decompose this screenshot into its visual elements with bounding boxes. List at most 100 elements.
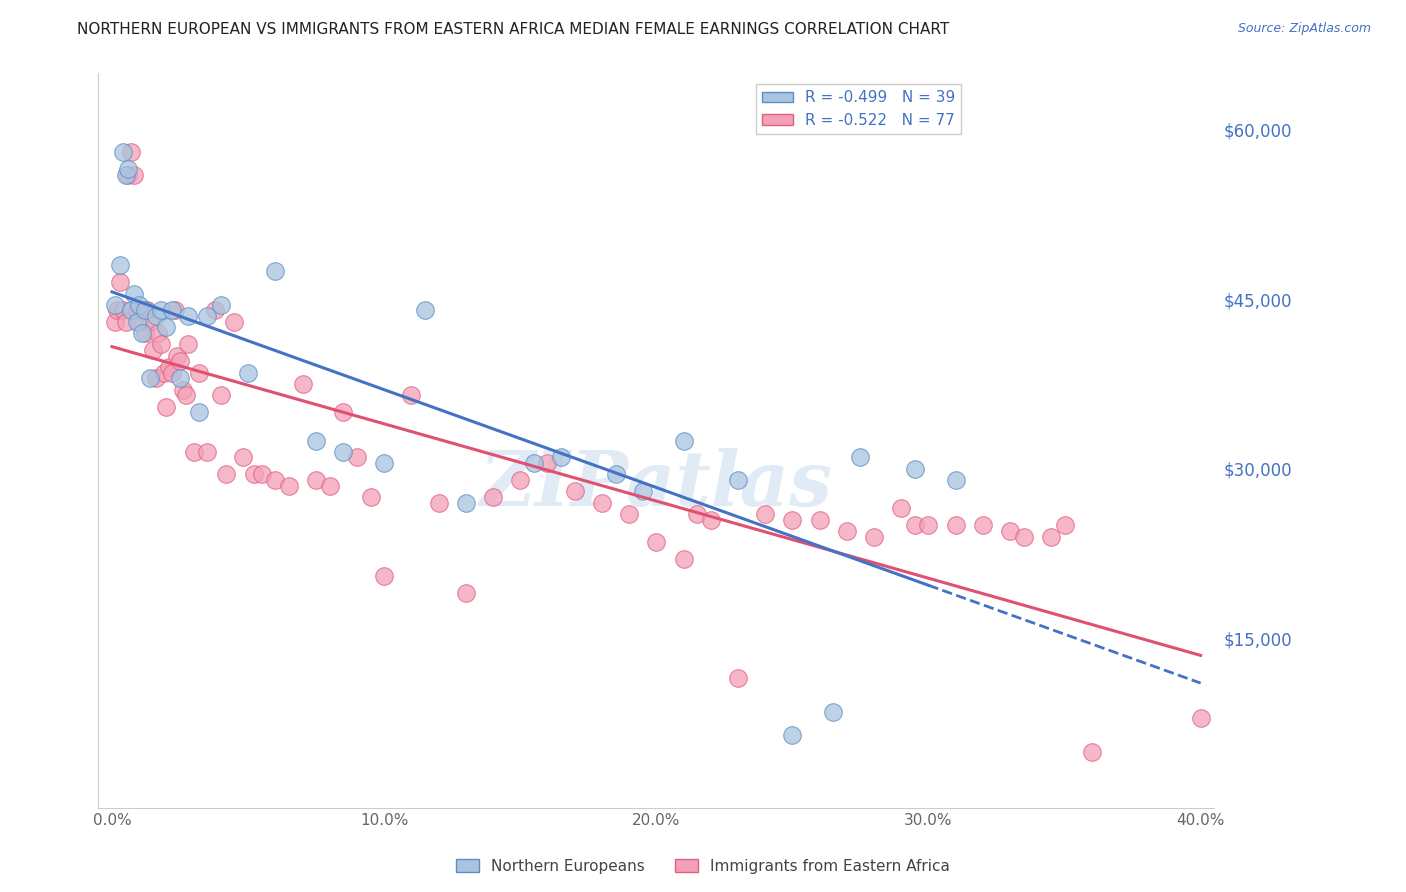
Point [454, 496, 477, 510]
Point [972, 518, 994, 533]
Point [727, 473, 749, 487]
Point [482, 490, 505, 504]
Point [122, 168, 145, 182]
Point [509, 473, 531, 487]
Point [114, 315, 136, 329]
Point [155, 320, 177, 334]
Point [332, 405, 354, 419]
Point [823, 705, 845, 719]
Point [136, 303, 159, 318]
Point [401, 388, 423, 402]
Point [1081, 745, 1104, 759]
Point [617, 507, 640, 521]
Legend: R = -0.499   N = 39, R = -0.522   N = 77: R = -0.499 N = 39, R = -0.522 N = 77 [756, 85, 962, 134]
Point [204, 303, 226, 318]
Point [727, 671, 749, 685]
Point [177, 309, 200, 323]
Point [605, 467, 627, 482]
Point [117, 162, 139, 177]
Point [305, 434, 328, 448]
Point [139, 315, 162, 329]
Point [250, 467, 273, 482]
Point [998, 524, 1021, 538]
Point [107, 303, 129, 318]
Point [160, 303, 183, 318]
Point [148, 326, 170, 340]
Point [1039, 530, 1062, 544]
Point [122, 286, 145, 301]
Point [114, 168, 136, 182]
Point [108, 258, 131, 272]
Point [134, 303, 156, 318]
Point [360, 490, 382, 504]
Point [117, 168, 139, 182]
Point [904, 462, 927, 476]
Point [672, 434, 695, 448]
Point [125, 303, 148, 318]
Point [209, 388, 232, 402]
Point [188, 366, 211, 380]
Point [139, 371, 162, 385]
Point [305, 473, 328, 487]
Point [150, 337, 173, 351]
Point [174, 388, 197, 402]
Point [120, 303, 142, 318]
Point [591, 496, 613, 510]
Point [131, 303, 153, 318]
Point [236, 366, 259, 380]
Point [177, 337, 200, 351]
Point [523, 456, 546, 470]
Point [536, 456, 558, 470]
Point [1012, 530, 1035, 544]
Point [672, 552, 695, 566]
Point [131, 326, 153, 340]
Point [631, 484, 654, 499]
Point [155, 400, 177, 414]
Point [209, 298, 232, 312]
Point [172, 383, 194, 397]
Point [835, 524, 858, 538]
Point [145, 371, 167, 385]
Point [645, 535, 668, 549]
Point [128, 298, 150, 312]
Point [332, 445, 354, 459]
Point [346, 450, 368, 465]
Point [945, 518, 967, 533]
Text: ZIPatlas: ZIPatlas [479, 448, 832, 522]
Point [150, 303, 173, 318]
Point [120, 145, 142, 160]
Point [224, 315, 246, 329]
Point [686, 507, 709, 521]
Point [413, 303, 436, 318]
Point [111, 303, 134, 318]
Legend: Northern Europeans, Immigrants from Eastern Africa: Northern Europeans, Immigrants from East… [450, 853, 956, 880]
Point [183, 445, 205, 459]
Point [166, 349, 188, 363]
Point [849, 450, 872, 465]
Text: NORTHERN EUROPEAN VS IMMIGRANTS FROM EASTERN AFRICA MEDIAN FEMALE EARNINGS CORRE: NORTHERN EUROPEAN VS IMMIGRANTS FROM EAS… [77, 22, 949, 37]
Point [128, 315, 150, 329]
Point [427, 496, 450, 510]
Point [108, 275, 131, 289]
Point [945, 473, 967, 487]
Text: Source: ZipAtlas.com: Source: ZipAtlas.com [1237, 22, 1371, 36]
Point [157, 359, 180, 374]
Point [754, 507, 776, 521]
Point [264, 473, 287, 487]
Point [169, 354, 191, 368]
Point [782, 728, 804, 742]
Point [1189, 710, 1212, 724]
Point [188, 405, 211, 419]
Point [169, 371, 191, 385]
Point [700, 513, 723, 527]
Point [917, 518, 939, 533]
Point [104, 315, 127, 329]
Point [454, 586, 477, 600]
Point [277, 479, 299, 493]
Point [782, 513, 804, 527]
Point [291, 376, 314, 391]
Point [152, 366, 174, 380]
Point [808, 513, 831, 527]
Point [195, 309, 218, 323]
Point [373, 456, 395, 470]
